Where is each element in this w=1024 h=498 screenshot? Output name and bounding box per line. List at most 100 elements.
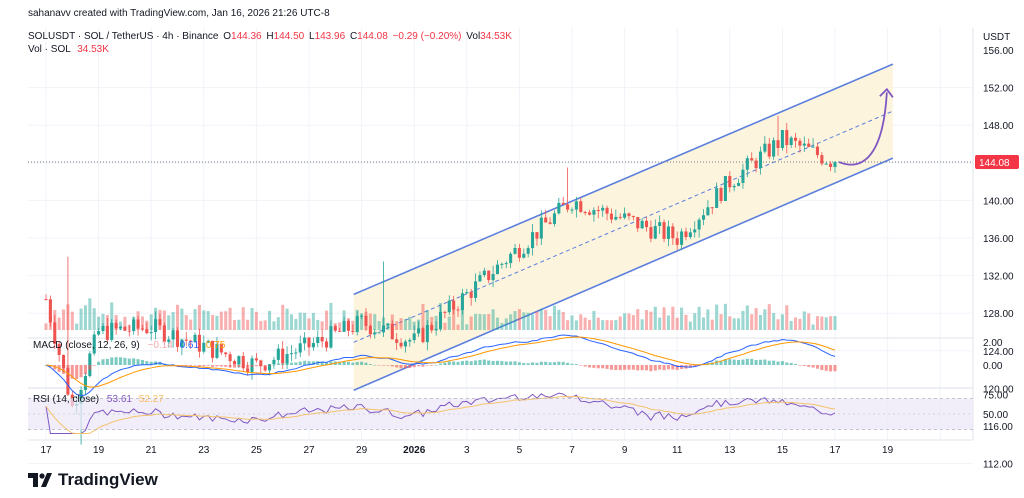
tradingview-logo-icon xyxy=(28,473,52,487)
volume-bar xyxy=(517,309,521,330)
candle-body xyxy=(329,326,333,348)
brand-name: TradingView xyxy=(58,470,158,489)
macd-hist-bar xyxy=(631,365,635,370)
macd-hist-bar xyxy=(824,365,828,371)
candle-body xyxy=(97,331,101,335)
candle-body xyxy=(574,201,578,210)
candle-body xyxy=(355,316,359,333)
volume-bar xyxy=(140,316,144,330)
candle-body xyxy=(338,330,342,332)
macd-hist-bar xyxy=(311,361,315,365)
volume-bar xyxy=(535,311,539,330)
macd-hist-bar xyxy=(474,360,478,365)
volume-bar xyxy=(189,319,193,330)
macd-hist-bar xyxy=(421,365,425,367)
macd-hist-bar xyxy=(741,359,745,365)
volume-bar xyxy=(706,309,710,330)
candle-body xyxy=(596,210,600,212)
volume-bar xyxy=(785,305,789,330)
macd-label[interactable]: MACD (close, 12, 26, 9) xyxy=(33,340,140,351)
candle-body xyxy=(395,339,399,343)
candle-body xyxy=(377,332,381,334)
symbol-name[interactable]: SOLUSDT · SOL / TetherUS · 4h · Binance xyxy=(28,31,219,42)
volume-bar xyxy=(750,314,754,330)
volume-bar xyxy=(368,313,372,330)
macd-hist-bar xyxy=(767,360,771,365)
candle-body xyxy=(605,207,609,214)
volume-bar xyxy=(741,310,745,330)
price-tick-label: 112.00 xyxy=(983,460,1013,471)
change-value: −0.29 (−0.20%) xyxy=(392,31,462,42)
volume-bar xyxy=(338,322,342,330)
macd-hist-bar xyxy=(285,363,289,365)
credit-text: sahanavv created with TradingView.com, J… xyxy=(28,8,330,19)
currency-label: USDT xyxy=(983,32,1010,43)
candle-body xyxy=(688,232,692,238)
candle-body xyxy=(193,334,197,343)
macd-hist-bar xyxy=(649,365,653,372)
volume-bar xyxy=(75,323,79,330)
candle-body xyxy=(662,222,666,239)
volume-row-value: 34.53K xyxy=(77,44,109,55)
macd-hist-bar xyxy=(609,365,613,370)
x-tick-label: 17 xyxy=(40,445,52,456)
macd-hist-bar xyxy=(794,363,798,365)
candle-body xyxy=(798,140,802,146)
volume-bar xyxy=(658,317,662,330)
volume-bar xyxy=(324,310,329,330)
candle-body xyxy=(745,158,749,170)
macd-hist-bar xyxy=(355,361,359,365)
volume-bar xyxy=(421,303,425,330)
macd-hist-bar xyxy=(61,365,66,374)
candle-body xyxy=(180,339,184,347)
macd-hist-bar xyxy=(75,365,79,380)
candle-body xyxy=(425,325,429,343)
candle-body xyxy=(386,323,390,326)
candle-body xyxy=(276,348,280,360)
volume-bar xyxy=(548,316,552,330)
rsi-band xyxy=(28,398,973,430)
macd-hist-bar xyxy=(425,365,429,366)
volume-bar xyxy=(289,314,294,330)
macd-hist-bar xyxy=(785,362,789,365)
volume-bar xyxy=(833,315,837,330)
macd-hist-bar xyxy=(246,365,250,368)
candle-body xyxy=(298,343,302,353)
rsi-label[interactable]: RSI (14, close) xyxy=(33,394,100,405)
x-tick-label: 21 xyxy=(146,445,158,456)
macd-hist-bar xyxy=(412,365,416,368)
candle-body xyxy=(601,207,605,211)
candle-body xyxy=(465,292,469,294)
macd-hist-bar xyxy=(149,361,153,365)
candle-body xyxy=(719,188,723,201)
volume-bar xyxy=(561,311,565,330)
candle-body xyxy=(197,334,201,352)
volume-bar xyxy=(636,309,640,330)
volume-bar xyxy=(246,319,250,330)
macd-hist-bar xyxy=(70,365,74,379)
volume-row-label[interactable]: Vol · SOL xyxy=(28,44,71,55)
macd-hist-bar xyxy=(763,359,767,365)
candle-body xyxy=(237,356,241,365)
candle-body xyxy=(723,175,727,201)
candle-body xyxy=(167,339,171,342)
macd-hist-bar xyxy=(276,363,280,365)
volume-bar xyxy=(482,314,486,330)
candle-body xyxy=(83,376,87,390)
macd-hist-bar xyxy=(653,365,657,371)
volume-bar xyxy=(399,318,403,330)
candle-body xyxy=(456,309,460,311)
macd-hist-bar xyxy=(193,365,197,366)
volume-bar xyxy=(285,308,289,330)
candle-body xyxy=(101,325,105,332)
macd-hist-bar xyxy=(303,360,307,365)
macd-hist-bar xyxy=(658,365,662,370)
volume-bar xyxy=(780,314,784,330)
rsi-line xyxy=(45,392,836,434)
macd-hist-bar xyxy=(373,364,377,366)
rsi-tick-label: 75.00 xyxy=(983,391,1008,402)
price-tick-label: 132.00 xyxy=(983,272,1014,283)
volume-bar xyxy=(509,314,513,330)
volume-bar xyxy=(754,308,758,330)
